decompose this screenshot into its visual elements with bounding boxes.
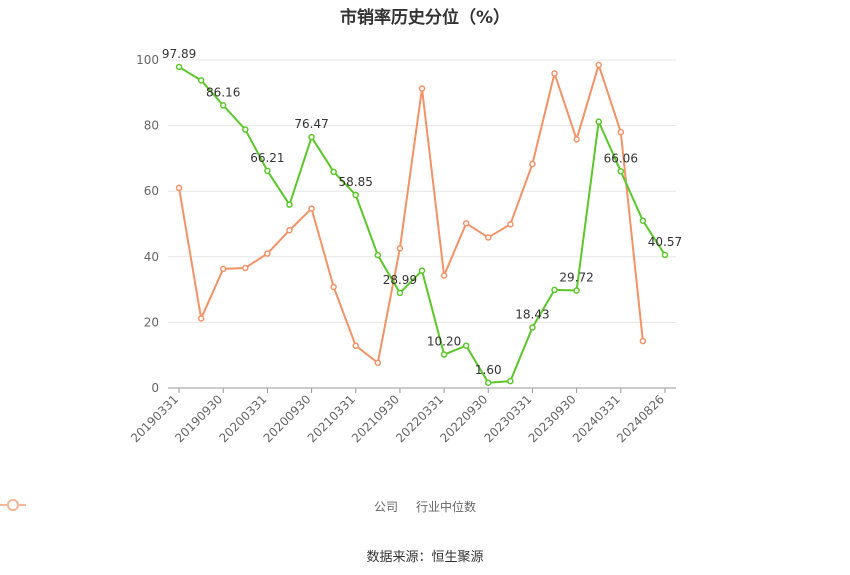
- company-point: [308, 133, 315, 141]
- company-point: [661, 251, 669, 259]
- data-label: 10.20: [427, 335, 461, 349]
- industry-point: [374, 359, 382, 366]
- company-series-line: [178, 66, 666, 384]
- data-label: 1.60: [475, 363, 502, 377]
- industry-point: [396, 245, 404, 252]
- y-tick-label: 80: [144, 119, 159, 133]
- industry-point: [485, 234, 492, 241]
- line-chart: 0204060801002019033120190930202003312020…: [128, 47, 682, 445]
- industry-point: [242, 264, 249, 272]
- company-point: [485, 379, 492, 387]
- company-point: [551, 286, 558, 294]
- data-label: 66.21: [250, 151, 284, 165]
- data-label: 76.47: [294, 117, 328, 131]
- company-point: [286, 201, 293, 208]
- industry-point: [308, 205, 315, 212]
- company-point: [529, 324, 536, 331]
- industry-point: [617, 128, 625, 136]
- data-label: 58.85: [339, 175, 373, 189]
- company-point: [264, 167, 271, 175]
- industry-point: [197, 315, 205, 322]
- company-point: [462, 342, 470, 349]
- data-label: 18.43: [515, 308, 549, 322]
- industry-point: [595, 61, 602, 69]
- data-label: 29.72: [559, 271, 593, 285]
- company-point: [396, 289, 404, 297]
- legend-industry-label: 行业中位数: [416, 500, 477, 514]
- legend: 公司 行业中位数: [0, 498, 850, 515]
- company-point: [507, 377, 514, 385]
- industry-point: [330, 283, 337, 291]
- legend-item-industry[interactable]: 行业中位数: [0, 498, 477, 515]
- company-point: [242, 126, 249, 133]
- y-tick-label: 100: [136, 53, 159, 67]
- industry-series-line: [178, 63, 644, 364]
- industry-point: [352, 342, 359, 349]
- company-point: [639, 217, 647, 224]
- y-tick-label: 0: [151, 381, 159, 395]
- industry-point: [573, 136, 580, 143]
- data-label: 66.06: [604, 151, 638, 165]
- company-point: [595, 118, 602, 125]
- industry-point: [264, 250, 271, 257]
- y-tick-label: 60: [144, 184, 159, 198]
- legend-industry-icon: [0, 499, 26, 511]
- company-point: [330, 168, 337, 176]
- company-point: [573, 287, 580, 294]
- company-point: [617, 168, 625, 175]
- company-point: [175, 63, 183, 71]
- company-point: [352, 191, 359, 199]
- company-point: [197, 77, 205, 84]
- company-point: [418, 267, 426, 274]
- data-label: 86.16: [206, 85, 240, 99]
- y-tick-label: 20: [144, 315, 159, 329]
- company-point: [374, 251, 382, 259]
- industry-point: [418, 85, 426, 92]
- data-label: 40.57: [648, 235, 682, 249]
- company-point: [440, 351, 448, 358]
- x-tick-label: 20240826: [614, 392, 667, 445]
- legend-company-label: 公司: [373, 500, 398, 514]
- industry-point: [639, 337, 647, 345]
- data-label: 97.89: [162, 47, 196, 61]
- source-note: 数据来源：恒生聚源: [366, 550, 484, 565]
- industry-point: [286, 226, 293, 234]
- legend-item-company[interactable]: 公司: [0, 498, 398, 515]
- industry-point: [529, 160, 536, 168]
- industry-point: [462, 220, 470, 227]
- industry-point: [440, 272, 448, 279]
- data-label: 28.99: [383, 273, 417, 287]
- y-tick-label: 40: [144, 250, 159, 264]
- industry-point: [175, 184, 183, 192]
- chart-title: 市销率历史分位（%）: [339, 8, 511, 28]
- industry-point: [219, 265, 227, 273]
- industry-point: [507, 221, 514, 228]
- company-point: [219, 102, 227, 109]
- industry-point: [551, 70, 558, 77]
